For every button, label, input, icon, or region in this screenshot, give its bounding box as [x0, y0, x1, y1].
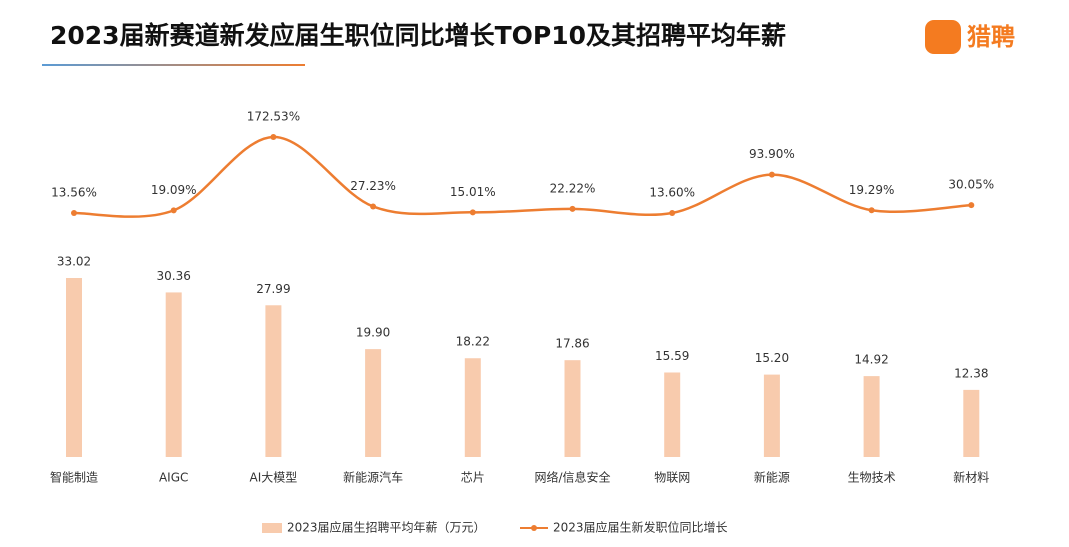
- data-label: 93.90%: [749, 147, 795, 161]
- data-label: 18.22: [456, 335, 490, 349]
- legend-label: 2023届应届生新发职位同比增长: [553, 520, 728, 535]
- data-label: 15.01%: [450, 185, 496, 199]
- x-tick-label: 新能源汽车: [343, 470, 403, 485]
- x-tick-label: 新能源: [754, 470, 790, 485]
- data-label: 15.20: [755, 351, 789, 365]
- data-label: 22.22%: [550, 181, 596, 195]
- bar: [763, 374, 780, 457]
- bar: [66, 278, 82, 457]
- line-marker: [868, 207, 875, 214]
- legend-label: 2023届应届生招聘平均年薪（万元）: [287, 520, 486, 535]
- data-label: 30.36: [157, 269, 191, 283]
- logo-text: 猎聘: [967, 23, 1015, 51]
- x-tick-label: 新材料: [953, 470, 989, 485]
- legend-swatch: [531, 525, 537, 531]
- x-tick-label: AI大模型: [250, 471, 298, 485]
- x-tick-label: 生物技术: [848, 471, 896, 485]
- line-marker: [768, 171, 775, 178]
- line-marker: [370, 203, 377, 210]
- legend-swatch: [262, 523, 282, 533]
- line: [73, 135, 972, 218]
- x-tick-label: 物联网: [654, 471, 690, 485]
- chart-title: 2023届新赛道新发应届生职位同比增长TOP10及其招聘平均年薪: [50, 21, 786, 50]
- bar: [464, 358, 481, 457]
- bar: [664, 372, 681, 457]
- line-marker: [669, 209, 676, 216]
- data-label: 33.02: [57, 255, 91, 269]
- data-label: 172.53%: [247, 110, 300, 124]
- line-marker: [469, 209, 476, 216]
- x-tick-label: 芯片: [461, 471, 485, 485]
- x-tick-label: AIGC: [159, 471, 188, 485]
- data-label: 13.56%: [51, 186, 97, 200]
- bar: [365, 349, 382, 457]
- line-marker: [170, 207, 177, 214]
- data-label: 12.38: [954, 366, 988, 380]
- data-label: 15.59: [655, 349, 689, 363]
- data-label: 27.23%: [350, 179, 396, 193]
- data-label: 13.60%: [649, 185, 695, 199]
- data-label: 14.92: [854, 353, 888, 367]
- line-marker: [71, 210, 77, 217]
- line-marker: [968, 202, 975, 209]
- data-label: 19.29%: [849, 183, 895, 197]
- x-tick-label: 智能制造: [50, 470, 98, 485]
- data-label: 30.05%: [948, 178, 994, 192]
- data-label: 19.09%: [151, 183, 197, 197]
- bar: [165, 292, 182, 457]
- bar: [863, 376, 880, 457]
- data-label: 19.90: [356, 326, 390, 340]
- bar: [963, 389, 980, 457]
- line-marker: [569, 205, 576, 212]
- title-underline: [42, 64, 305, 66]
- data-label: 17.86: [555, 337, 589, 351]
- bar: [564, 360, 581, 457]
- x-tick-label: 网络/信息安全: [534, 470, 610, 485]
- logo-icon: [925, 20, 961, 54]
- line-marker: [270, 134, 277, 140]
- bar: [265, 305, 282, 457]
- data-label: 27.99: [256, 282, 290, 296]
